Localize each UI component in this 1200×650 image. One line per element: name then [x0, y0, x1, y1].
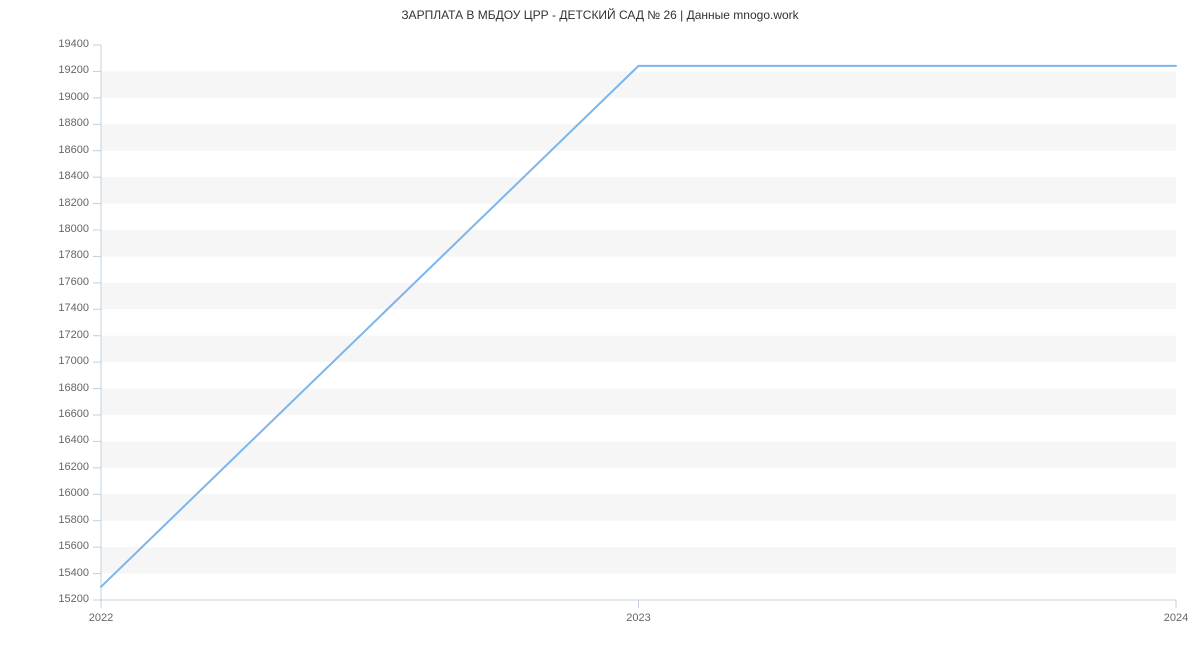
x-tick-label: 2022: [89, 612, 113, 624]
x-tick-label: 2024: [1164, 612, 1188, 624]
y-tick-label: 17400: [29, 302, 89, 314]
y-tick-label: 15600: [29, 540, 89, 552]
y-tick-label: 17800: [29, 249, 89, 261]
y-tick-label: 19400: [29, 38, 89, 50]
plot-area: 1520015400156001580016000162001640016600…: [101, 45, 1176, 600]
y-tick-label: 15200: [29, 593, 89, 605]
y-tick-label: 19200: [29, 64, 89, 76]
y-tick-label: 16200: [29, 461, 89, 473]
y-tick-label: 17000: [29, 355, 89, 367]
y-tick-label: 15400: [29, 567, 89, 579]
chart-title: ЗАРПЛАТА В МБДОУ ЦРР - ДЕТСКИЙ САД № 26 …: [0, 8, 1200, 22]
y-tick-label: 18400: [29, 170, 89, 182]
y-tick-label: 17600: [29, 276, 89, 288]
y-tick-label: 18200: [29, 197, 89, 209]
salary-chart: ЗАРПЛАТА В МБДОУ ЦРР - ДЕТСКИЙ САД № 26 …: [0, 0, 1200, 650]
y-tick-label: 18600: [29, 144, 89, 156]
y-tick-label: 16600: [29, 408, 89, 420]
y-tick-label: 16000: [29, 487, 89, 499]
y-tick-label: 16800: [29, 382, 89, 394]
x-tick-label: 2023: [626, 612, 650, 624]
y-tick-label: 16400: [29, 434, 89, 446]
y-tick-label: 17200: [29, 329, 89, 341]
y-tick-label: 19000: [29, 91, 89, 103]
y-tick-label: 15800: [29, 514, 89, 526]
y-tick-label: 18800: [29, 117, 89, 129]
y-tick-label: 18000: [29, 223, 89, 235]
